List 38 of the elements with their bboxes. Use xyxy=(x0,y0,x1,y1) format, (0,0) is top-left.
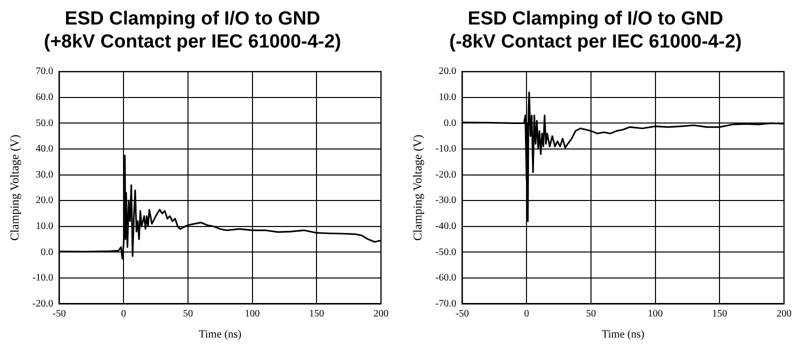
y-tick-label: -60.0 xyxy=(435,272,456,284)
y-tick-label: 0.0 xyxy=(444,118,456,129)
y-tick-label: -10.0 xyxy=(32,272,54,284)
y-tick-label: -70.0 xyxy=(435,298,456,310)
y-tick-label: -10.0 xyxy=(435,144,456,155)
x-tick-label: 0 xyxy=(524,308,530,320)
y-tick-label: 50.0 xyxy=(36,118,54,129)
y-tick-label: -20.0 xyxy=(435,169,456,180)
y-tick-label: 60.0 xyxy=(36,92,54,104)
y-tick-label: 40.0 xyxy=(36,144,54,155)
x-tick-label: 0 xyxy=(121,308,126,320)
y-tick-label: 10.0 xyxy=(36,221,54,232)
x-tick-label: 200 xyxy=(374,308,388,320)
x-axis-title: Time (ns) xyxy=(198,328,242,340)
chart-title: ESD Clamping of I/O to GND (+8kV Contact per IEC 61000-4-2) xyxy=(44,8,342,52)
x-tick-label: 50 xyxy=(586,308,596,320)
y-tick-label: -40.0 xyxy=(435,221,456,232)
y-tick-label: 20.0 xyxy=(438,66,456,78)
y-tick-label: 0.0 xyxy=(40,246,54,258)
x-tick-label: -50 xyxy=(52,308,66,320)
chart-title: ESD Clamping of I/O to GND (-8kV Contact per IEC 61000-4-2) xyxy=(449,8,742,52)
x-axis-title: Time (ns) xyxy=(602,328,645,340)
x-tick-label: 150 xyxy=(309,308,324,320)
x-tick-label: 200 xyxy=(776,308,792,320)
x-tick-label: 100 xyxy=(244,308,260,320)
y-axis-title: Clamping Voltage (V) xyxy=(7,134,22,241)
y-tick-label: -20.0 xyxy=(32,298,54,310)
y-tick-label: 70.0 xyxy=(36,66,54,78)
x-tick-label: 100 xyxy=(648,308,663,320)
x-tick-label: 150 xyxy=(712,308,728,320)
y-tick-label: 20.0 xyxy=(36,195,54,206)
y-tick-label: 10.0 xyxy=(438,92,456,104)
y-axis-title: Clamping Voltage (V) xyxy=(410,134,424,241)
x-tick-label: 50 xyxy=(182,308,193,320)
y-tick-label: -50.0 xyxy=(435,246,456,258)
x-tick-label: -50 xyxy=(456,308,469,320)
y-tick-label: -30.0 xyxy=(435,195,456,206)
y-tick-label: 30.0 xyxy=(36,169,54,180)
